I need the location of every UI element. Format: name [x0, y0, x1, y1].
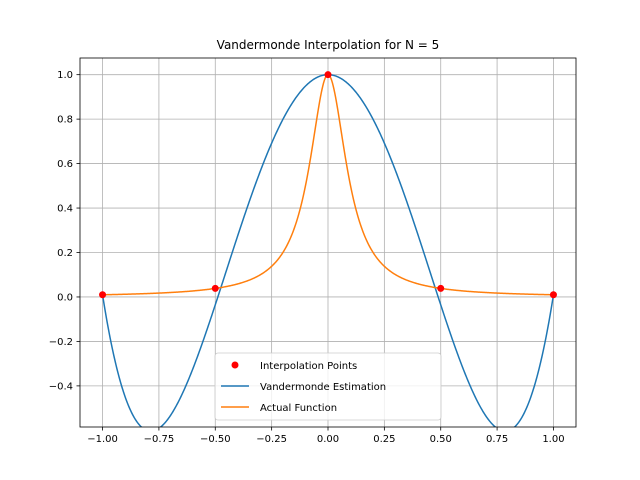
x-tick-label: −1.00	[87, 434, 118, 445]
x-tick-label: −0.25	[256, 434, 287, 445]
y-tick-label: 0.8	[57, 115, 73, 126]
x-tick-label: 1.00	[542, 434, 564, 445]
interpolation-point	[99, 291, 107, 299]
plot-area: −1.00 −0.75 −0.50 −0.25 0.00 0.25 0.50 0.75 1.00…	[49, 57, 577, 445]
series-group	[99, 71, 557, 427]
chart-title: Vandermonde Interpolation for N = 5	[217, 38, 440, 52]
x-tick-label: −0.75	[144, 434, 175, 445]
x-tick-label: 0.50	[430, 434, 452, 445]
legend: Interpolation Points Vandermonde Estimati…	[214, 352, 442, 421]
y-tick-label: −0.4	[49, 381, 73, 392]
y-tick-label: 0.0	[57, 292, 73, 303]
legend-label: Vandermonde Estimation	[260, 382, 386, 393]
interpolation-point	[549, 291, 557, 299]
x-tick-label: 0.25	[373, 434, 395, 445]
legend-label: Actual Function	[260, 403, 337, 414]
interpolation-point	[211, 284, 219, 292]
y-tick-label: 0.6	[57, 159, 73, 170]
legend-label: Interpolation Points	[260, 361, 357, 372]
x-tick-label: 0.00	[317, 434, 339, 445]
x-tick-label: 0.75	[486, 434, 508, 445]
y-tick-label: 1.0	[57, 70, 73, 81]
interpolation-point	[437, 284, 445, 292]
x-tick-label: −0.50	[200, 434, 231, 445]
y-tick-label: 0.4	[57, 204, 73, 215]
legend-marker-interpolation-points	[231, 361, 239, 369]
y-tick-label: −0.2	[49, 337, 73, 348]
interpolation-point	[324, 71, 332, 79]
legend-box	[214, 352, 442, 421]
y-tick-label: 0.2	[57, 248, 73, 259]
